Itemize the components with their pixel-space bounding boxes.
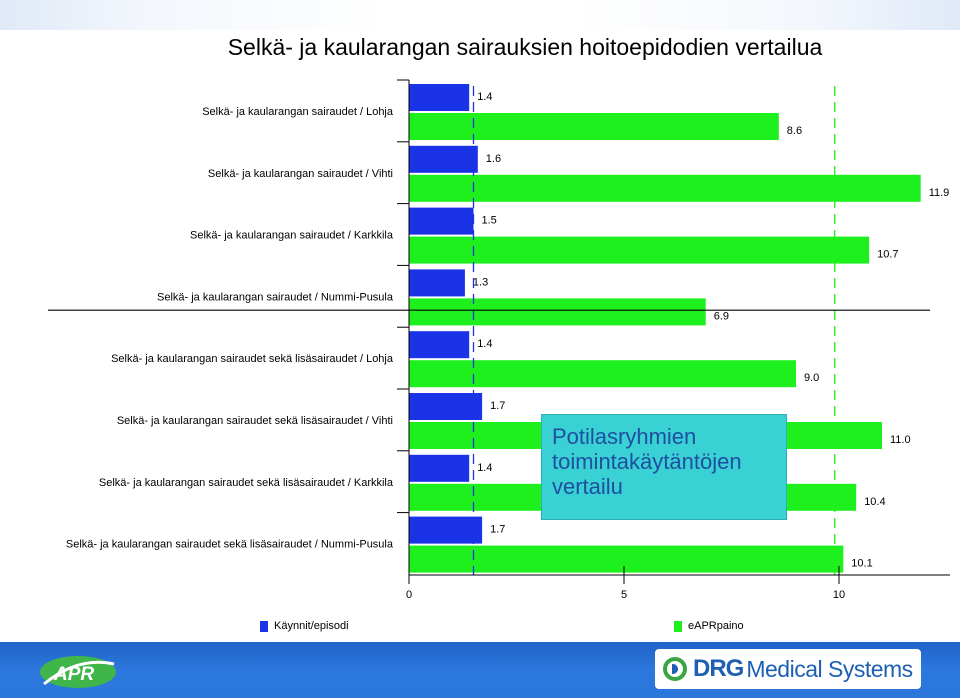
legend-item-kaynnit: Käynnit/episodi bbox=[260, 620, 349, 632]
x-tick-label: 5 bbox=[621, 589, 627, 601]
bar-kaynnit bbox=[409, 269, 465, 297]
data-label-eaprpaino: 11.9 bbox=[929, 187, 950, 199]
footer-bar: APR DRG Medical Systems bbox=[0, 642, 960, 698]
x-tick-label: 0 bbox=[406, 589, 412, 601]
drg-brand-rest: Medical Systems bbox=[746, 655, 913, 682]
data-label-kaynnit: 1.5 bbox=[482, 215, 497, 227]
category-label: Selkä- ja kaularangan sairaudet / Vihti bbox=[208, 168, 393, 180]
legend-item-eaprpaino: eAPRpaino bbox=[674, 620, 744, 632]
data-label-kaynnit: 1.4 bbox=[477, 462, 492, 474]
apr-logo-text: APR bbox=[53, 664, 94, 685]
category-label: Selkä- ja kaularangan sairaudet sekä lis… bbox=[66, 539, 394, 551]
bar-eaprpaino bbox=[409, 360, 796, 388]
data-label-eaprpaino: 10.4 bbox=[864, 496, 885, 508]
drg-mark-icon bbox=[663, 657, 687, 681]
bar-kaynnit bbox=[409, 84, 470, 111]
data-label-eaprpaino: 10.1 bbox=[851, 558, 872, 570]
x-tick-label: 10 bbox=[833, 589, 845, 601]
data-label-eaprpaino: 9.0 bbox=[804, 372, 819, 384]
apr-logo: APR bbox=[38, 654, 116, 690]
bar-eaprpaino bbox=[409, 113, 779, 140]
data-label-kaynnit: 1.3 bbox=[473, 276, 488, 288]
bar-eaprpaino bbox=[409, 298, 706, 326]
bar-kaynnit bbox=[409, 207, 474, 235]
bar-eaprpaino bbox=[409, 174, 921, 202]
overlay-note-line: toimintakäytäntöjen bbox=[552, 449, 742, 474]
drg-logo: DRG Medical Systems bbox=[655, 649, 921, 689]
bar-kaynnit bbox=[409, 516, 483, 544]
bar-eaprpaino bbox=[409, 545, 844, 573]
chart-svg: 1.4 8.6 Selkä- ja kaularangan sairaudet / … bbox=[48, 79, 950, 601]
data-label-eaprpaino: 8.6 bbox=[787, 125, 802, 137]
category-label: Selkä- ja kaularangan sairaudet / Karkki… bbox=[190, 230, 394, 242]
chart-title: Selkä- ja kaularangan sairauksien hoitoe… bbox=[227, 34, 823, 60]
top-gradient-strip bbox=[0, 0, 960, 30]
data-label-kaynnit: 1.4 bbox=[477, 91, 492, 103]
data-label-kaynnit: 1.4 bbox=[477, 338, 492, 350]
data-label-kaynnit: 1.7 bbox=[490, 400, 505, 412]
data-label-eaprpaino: 10.7 bbox=[877, 249, 898, 261]
category-label: Selkä- ja kaularangan sairaudet / Lohja bbox=[202, 106, 394, 118]
legend-swatch bbox=[674, 620, 682, 632]
data-label-kaynnit: 1.6 bbox=[486, 153, 501, 165]
category-label: Selkä- ja kaularangan sairaudet sekä lis… bbox=[117, 415, 393, 427]
drg-brand: DRG bbox=[693, 655, 744, 682]
overlay-note: Potilasryhmien toimintakäytäntöjen verta… bbox=[541, 414, 787, 520]
data-label-eaprpaino: 6.9 bbox=[714, 310, 729, 322]
category-label: Selkä- ja kaularangan sairaudet / Nummi-… bbox=[157, 291, 394, 303]
category-label: Selkä- ja kaularangan sairaudet sekä lis… bbox=[99, 477, 394, 489]
data-label-eaprpaino: 11.0 bbox=[890, 434, 911, 446]
bar-kaynnit bbox=[409, 145, 478, 173]
legend-swatch bbox=[260, 620, 268, 632]
category-label: Selkä- ja kaularangan sairaudet sekä lis… bbox=[111, 353, 394, 365]
overlay-note-line: Potilasryhmien bbox=[552, 424, 697, 449]
bar-kaynnit bbox=[409, 454, 470, 482]
bar-kaynnit bbox=[409, 331, 470, 359]
bar-kaynnit bbox=[409, 393, 483, 420]
legend-label: eAPRpaino bbox=[688, 620, 744, 632]
data-label-kaynnit: 1.7 bbox=[490, 524, 505, 536]
legend-label: Käynnit/episodi bbox=[274, 620, 349, 632]
overlay-note-line: vertailu bbox=[552, 474, 623, 499]
bar-eaprpaino bbox=[409, 236, 870, 264]
